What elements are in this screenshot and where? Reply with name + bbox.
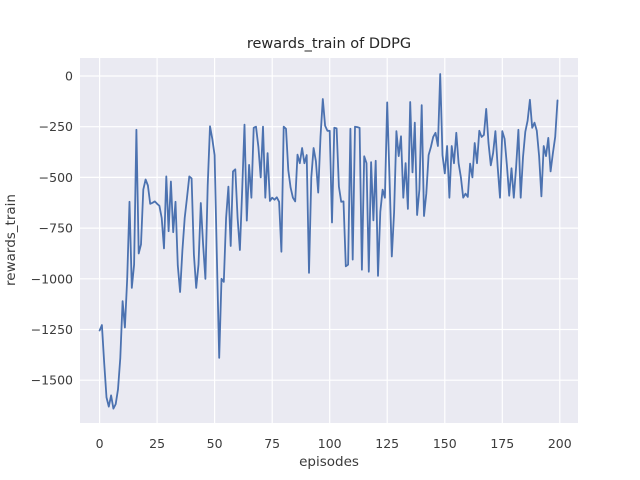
axes-background bbox=[80, 58, 578, 423]
chart-title: rewards_train of DDPG bbox=[247, 36, 411, 52]
x-tick-label: 0 bbox=[96, 436, 104, 451]
series-line-rewards-train bbox=[98, 73, 559, 410]
x-tick-label: 50 bbox=[207, 436, 223, 451]
x-tick-label: 200 bbox=[548, 436, 572, 451]
y-axis-label: rewards_train bbox=[3, 194, 19, 286]
x-tick-label: 125 bbox=[375, 436, 399, 451]
y-tick-label: −1250 bbox=[31, 322, 73, 337]
x-tick-label: 25 bbox=[149, 436, 165, 451]
y-tick-label: −750 bbox=[39, 221, 73, 236]
x-tick-label: 150 bbox=[433, 436, 457, 451]
y-tick-label: −1500 bbox=[31, 373, 73, 388]
y-tick-label: −250 bbox=[39, 119, 73, 134]
y-tick-label: −500 bbox=[39, 170, 73, 185]
x-tick-label: 100 bbox=[318, 436, 342, 451]
y-tick-label: −1000 bbox=[31, 271, 73, 286]
y-tick-label: 0 bbox=[65, 69, 73, 84]
x-axis-label: episodes bbox=[299, 454, 359, 470]
tick-labels: 0 25 50 75 100 125 150 175 200 0 −250 −500 −750 −1000… bbox=[31, 69, 572, 452]
x-tick-label: 75 bbox=[264, 436, 280, 451]
x-tick-label: 175 bbox=[490, 436, 514, 451]
